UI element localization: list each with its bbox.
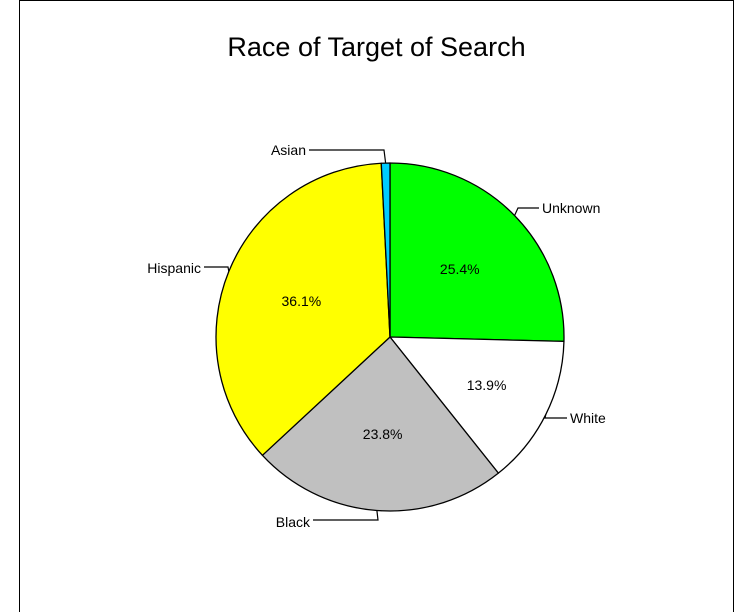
slice-value-label-hispanic: 36.1% (282, 293, 322, 309)
pie-slices (215, 162, 565, 512)
slice-value-label-unknown: 25.4% (440, 261, 480, 277)
slice-category-label-unknown: Unknown (542, 200, 600, 216)
slice-category-label-asian: Asian (271, 142, 306, 158)
pie-slice-hispanic (215, 162, 391, 456)
slice-category-label-black: Black (276, 514, 311, 530)
leader-line-unknown (514, 207, 539, 216)
leader-line-hispanic (204, 266, 230, 272)
slice-value-label-white: 13.9% (467, 377, 507, 393)
leader-line-black (313, 510, 379, 521)
pie-slice-unknown (389, 162, 565, 343)
slice-category-label-hispanic: Hispanic (147, 260, 201, 276)
leader-line-asian (309, 149, 387, 164)
pie-slice-asian (380, 162, 391, 338)
slice-category-label-white: White (570, 410, 606, 426)
leader-line-white (544, 414, 567, 419)
slice-value-label-black: 23.8% (363, 426, 403, 442)
pie-labels: 25.4% Unknown 13.9% White 23.8% Black 36.1% His… (147, 142, 606, 530)
pie-slice-black (261, 336, 500, 512)
chart-title: Race of Target of Search (227, 32, 526, 62)
pie-leader-lines (204, 149, 567, 521)
